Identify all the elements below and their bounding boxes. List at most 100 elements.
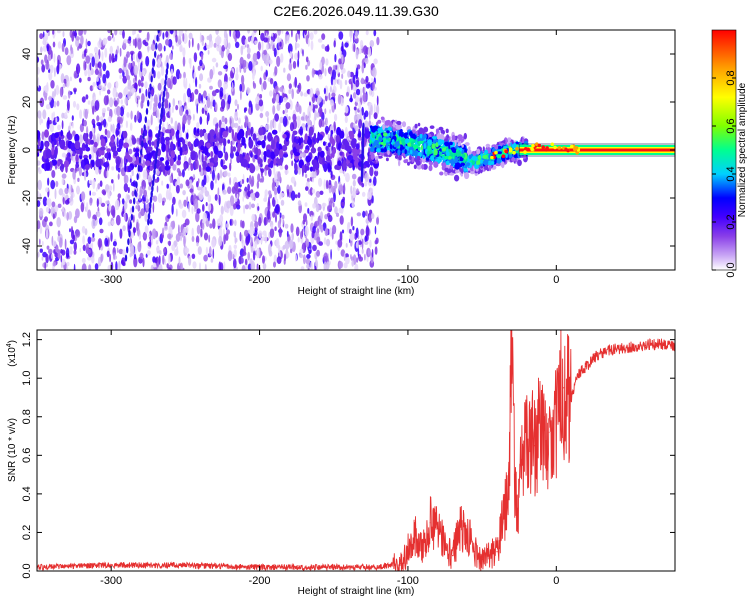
band-speckle (190, 151, 196, 161)
signal-speckle (444, 138, 449, 142)
band-speckle (44, 158, 49, 164)
noise-speckle (116, 247, 119, 253)
noise-speckle (57, 235, 60, 242)
noise-speckle (73, 263, 76, 270)
noise-speckle (60, 73, 65, 84)
noise-speckle (344, 116, 348, 124)
noise-speckle (244, 38, 248, 46)
noise-speckle (258, 216, 262, 227)
noise-speckle (175, 233, 181, 242)
noise-speckle (272, 211, 276, 218)
noise-speckle (172, 164, 177, 171)
band-speckle (38, 140, 41, 147)
signal-speckle (387, 149, 390, 156)
noise-speckle (178, 256, 181, 267)
noise-speckle (199, 73, 204, 82)
noise-speckle (53, 205, 59, 213)
noise-speckle (364, 235, 368, 242)
noise-speckle (175, 105, 179, 111)
hot-speckle (531, 143, 535, 148)
band-speckle (84, 164, 90, 171)
noise-speckle (250, 236, 253, 246)
band-speckle (348, 162, 353, 169)
noise-speckle (208, 234, 211, 243)
noise-speckle (137, 241, 142, 253)
noise-speckle (203, 90, 207, 99)
noise-speckle (169, 175, 172, 184)
noise-speckle (218, 194, 221, 206)
noise-speckle (52, 41, 56, 48)
noise-speckle (358, 118, 363, 129)
noise-speckle (66, 55, 72, 66)
noise-speckle (56, 217, 61, 228)
signal-speckle (477, 154, 482, 160)
noise-speckle (311, 188, 316, 194)
signal-speckle (470, 170, 475, 175)
hot-speckle (537, 143, 542, 148)
streak-speckle (133, 197, 136, 205)
noise-speckle (274, 85, 279, 93)
noise-speckle (64, 199, 70, 205)
hot-speckle (557, 146, 562, 150)
band-speckle (350, 138, 357, 149)
noise-speckle (91, 218, 96, 229)
snr-panel: -300 -200 -100 00.00.20.40.60.81.01.2 Heigh… (6, 329, 676, 597)
noise-speckle (41, 256, 44, 261)
noise-speckle (352, 179, 356, 187)
noise-speckle (49, 221, 53, 227)
noise-speckle (209, 69, 214, 80)
noise-speckle (301, 228, 304, 238)
noise-speckle (222, 88, 226, 96)
noise-speckle (153, 70, 156, 79)
noise-speckle (49, 123, 55, 133)
noise-speckle (356, 212, 362, 217)
y-tick-label: 0.8 (21, 409, 33, 424)
signal-speckle (507, 137, 512, 142)
signal-speckle (494, 145, 499, 150)
noise-speckle (66, 81, 70, 88)
band-speckle (66, 131, 71, 139)
noise-speckle (132, 53, 136, 61)
noise-speckle (247, 251, 250, 261)
signal-speckle (396, 120, 402, 126)
noise-speckle (178, 100, 182, 108)
noise-speckle (376, 36, 380, 46)
signal-speckle (450, 147, 455, 151)
noise-speckle (353, 106, 357, 111)
noise-speckle (252, 82, 257, 89)
noise-speckle (285, 106, 287, 117)
noise-speckle (180, 262, 183, 270)
noise-speckle (233, 244, 237, 249)
noise-speckle (300, 91, 303, 97)
noise-speckle (87, 236, 92, 245)
noise-speckle (112, 87, 117, 92)
noise-speckle (159, 94, 162, 104)
noise-speckle (175, 184, 180, 194)
band-speckle (95, 158, 101, 168)
noise-speckle (167, 233, 172, 240)
noise-speckle (164, 60, 167, 67)
noise-speckle (281, 30, 284, 34)
band-speckle (304, 133, 309, 144)
band-speckle (170, 150, 176, 159)
colorbar: 0.00.20.40.60.8 Normalized spectral ampl… (711, 29, 748, 278)
noise-speckle (140, 208, 145, 217)
noise-speckle (321, 56, 325, 66)
signal-speckle (373, 112, 378, 120)
noise-speckle (148, 233, 151, 238)
band-speckle (349, 132, 355, 140)
noise-speckle (67, 90, 71, 99)
signal-speckle (490, 161, 495, 165)
noise-speckle (306, 254, 311, 259)
noise-speckle (191, 37, 194, 48)
noise-speckle (317, 38, 323, 43)
streak-speckle (154, 162, 157, 170)
noise-speckle (319, 109, 323, 117)
noise-speckle (84, 108, 89, 120)
band-speckle (242, 159, 248, 168)
band-speckle (337, 160, 342, 166)
streak-speckle (156, 140, 160, 148)
noise-speckle (130, 110, 133, 120)
noise-speckle (185, 179, 190, 187)
noise-speckle (250, 260, 256, 270)
